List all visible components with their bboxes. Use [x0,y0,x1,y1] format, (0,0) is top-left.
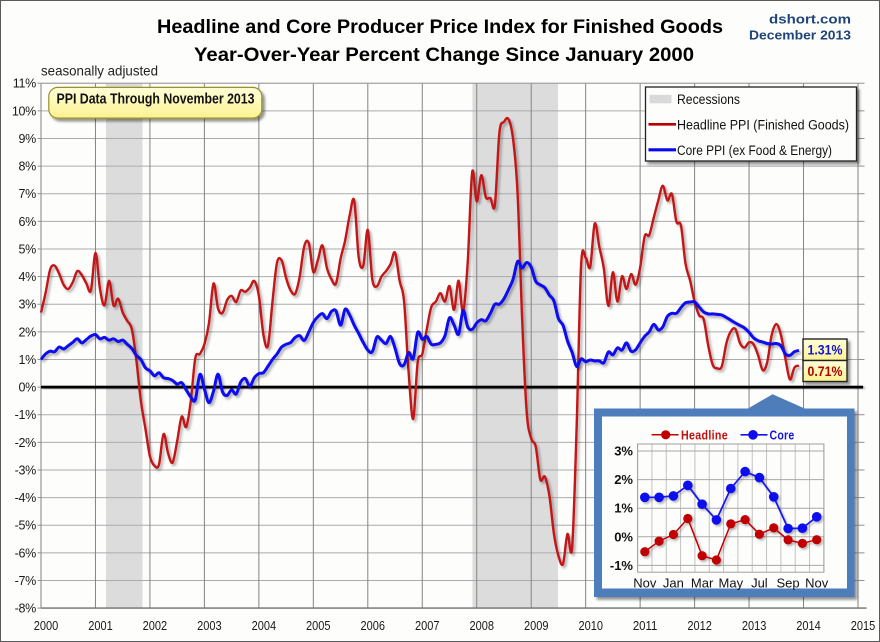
svg-text:Nov: Nov [633,576,657,591]
svg-text:Jan: Jan [663,576,684,591]
svg-text:Sep: Sep [777,576,800,591]
svg-text:-4%: -4% [15,491,37,505]
svg-text:2005: 2005 [306,618,331,633]
svg-text:Core PPI (ex Food & Energy): Core PPI (ex Food & Energy) [677,143,832,158]
svg-text:2002: 2002 [143,618,168,633]
svg-text:2014: 2014 [796,618,821,633]
svg-text:1.31%: 1.31% [808,343,843,358]
svg-text:3%: 3% [19,298,37,312]
svg-text:2%: 2% [614,472,633,487]
svg-text:2003: 2003 [197,618,222,633]
svg-text:2015: 2015 [851,618,876,633]
svg-text:2009: 2009 [524,618,549,633]
svg-text:1%: 1% [19,353,37,367]
svg-text:dshort.com: dshort.com [769,13,851,27]
svg-text:8%: 8% [19,160,37,174]
svg-text:Mar: Mar [691,576,714,591]
svg-text:May: May [719,576,744,591]
svg-text:seasonally adjusted: seasonally adjusted [41,63,158,79]
svg-text:2000: 2000 [34,618,59,633]
svg-text:2008: 2008 [469,618,494,633]
svg-text:Year-Over-Year Percent Change: Year-Over-Year Percent Change Since Janu… [194,44,694,66]
svg-text:2004: 2004 [252,618,277,633]
svg-text:-8%: -8% [15,602,37,616]
svg-text:9%: 9% [19,132,37,146]
svg-text:-5%: -5% [15,519,37,533]
svg-text:10%: 10% [12,104,36,118]
svg-text:-3%: -3% [15,464,37,478]
svg-text:2006: 2006 [361,618,386,633]
svg-text:1%: 1% [614,501,633,516]
svg-text:Headline PPI (Finished Goods): Headline PPI (Finished Goods) [677,117,849,132]
svg-text:-2%: -2% [15,436,37,450]
svg-text:2013: 2013 [742,618,767,633]
svg-text:4%: 4% [19,270,37,284]
svg-text:December 2013: December 2013 [749,29,851,43]
svg-text:0.71%: 0.71% [808,364,843,379]
svg-text:0%: 0% [19,381,37,395]
svg-text:-6%: -6% [15,546,37,560]
svg-text:Core: Core [770,428,795,443]
svg-text:-7%: -7% [15,574,37,588]
svg-text:2011: 2011 [633,618,658,633]
svg-text:6%: 6% [19,215,37,229]
svg-text:2010: 2010 [578,618,603,633]
svg-text:2012: 2012 [687,618,712,633]
svg-text:Recessions: Recessions [677,92,740,107]
svg-text:5%: 5% [19,243,37,257]
svg-text:Jul: Jul [751,576,768,591]
svg-text:7%: 7% [19,187,37,201]
svg-text:0%: 0% [614,529,633,544]
svg-text:-1%: -1% [15,408,37,422]
svg-text:PPI Data Through November 2013: PPI Data Through November 2013 [57,91,255,108]
svg-text:3%: 3% [614,444,633,459]
svg-text:Headline and Core Producer Pri: Headline and Core Producer Price Index f… [157,16,723,38]
svg-text:11%: 11% [13,77,36,91]
svg-text:2007: 2007 [415,618,440,633]
svg-text:2%: 2% [19,325,37,339]
svg-text:Nov: Nov [805,576,829,591]
svg-text:2001: 2001 [88,618,113,633]
svg-text:Headline: Headline [681,428,728,443]
svg-text:-1%: -1% [610,558,634,573]
